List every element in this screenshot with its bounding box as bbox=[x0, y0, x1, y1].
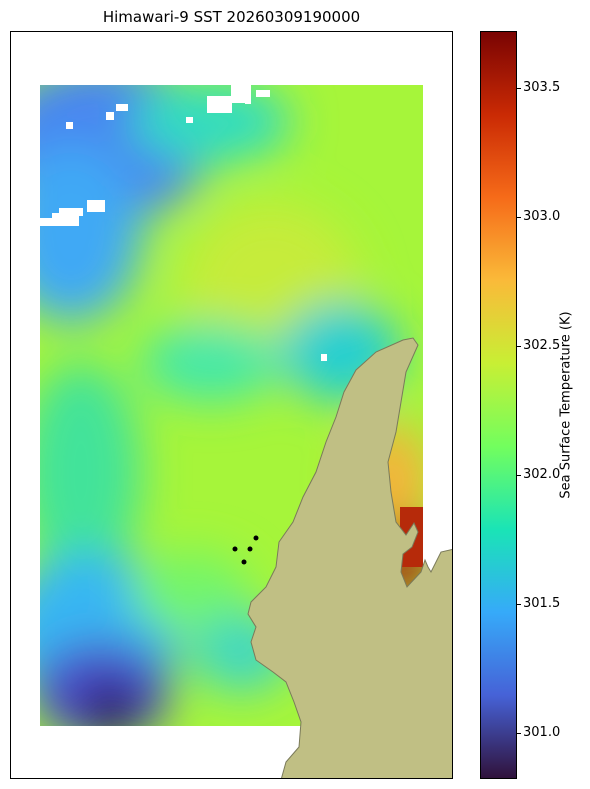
colorbar-tick-label: 301.0 bbox=[523, 724, 561, 740]
colorbar-tick-label: 303.0 bbox=[523, 208, 561, 224]
colorbar-tick-mark bbox=[517, 216, 521, 218]
colorbar-tick-mark bbox=[517, 603, 521, 605]
station-marker bbox=[247, 546, 253, 552]
colorbar-label: Sea Surface Temperature (K) bbox=[558, 311, 574, 499]
colorbar-tick-mark bbox=[517, 345, 521, 347]
station-marker bbox=[232, 546, 238, 552]
sst-map bbox=[40, 85, 452, 778]
colorbar-ticks: 301.0 301.5 302.0 302.5 303.0 303.5 bbox=[517, 31, 577, 779]
map-title: Himawari-9 SST 20260309190000 bbox=[102, 8, 361, 26]
station-markers bbox=[232, 535, 259, 565]
station-marker bbox=[241, 559, 247, 565]
colorbar-tick-mark bbox=[517, 732, 521, 734]
colorbar-tick-mark bbox=[517, 87, 521, 89]
colorbar-tick-label: 301.5 bbox=[523, 595, 561, 611]
station-marker bbox=[253, 535, 259, 541]
land-mass bbox=[247, 337, 452, 778]
colorbar-tick-mark bbox=[517, 474, 521, 476]
cloud-mask bbox=[40, 85, 327, 361]
colorbar-tick-label: 302.5 bbox=[523, 337, 561, 353]
colorbar-tick-label: 303.5 bbox=[523, 79, 561, 95]
colorbar bbox=[480, 31, 517, 779]
colorbar-tick-label: 302.0 bbox=[523, 466, 561, 482]
map-panel bbox=[10, 31, 453, 779]
